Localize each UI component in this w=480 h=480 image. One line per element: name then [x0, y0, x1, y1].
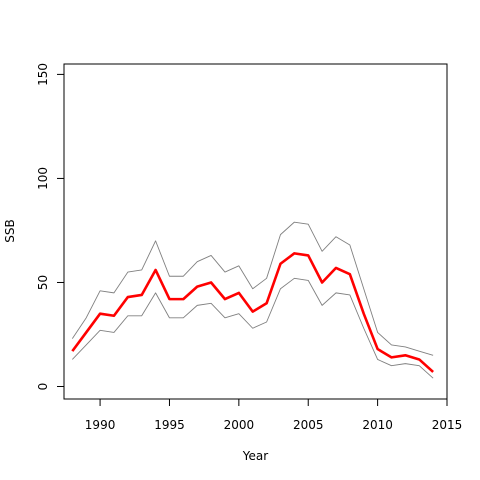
y-tick-label: 150	[36, 63, 50, 86]
x-axis: 1990 1995 2000 2005 2010 2015	[85, 398, 463, 432]
x-tick-label: 2005	[293, 418, 324, 432]
plot-frame	[63, 63, 448, 400]
y-axis: 0 50 100 150	[36, 63, 65, 391]
x-tick-label: 1995	[154, 418, 185, 432]
x-tick-label: 2015	[432, 418, 463, 432]
y-tick-label: 50	[36, 275, 50, 290]
y-axis-title: SSB	[3, 219, 17, 242]
y-tick-label: 0	[36, 383, 50, 391]
series-line-estimate	[71, 252, 434, 373]
x-axis-title: Year	[242, 449, 268, 463]
x-tick-label: 2000	[224, 418, 255, 432]
y-tick-label: 100	[36, 167, 50, 190]
x-tick-label: 1990	[85, 418, 116, 432]
series-line-upper	[71, 221, 434, 356]
series-line-lower	[72, 277, 434, 379]
series-layer	[71, 221, 434, 379]
x-tick-label: 2010	[362, 418, 393, 432]
